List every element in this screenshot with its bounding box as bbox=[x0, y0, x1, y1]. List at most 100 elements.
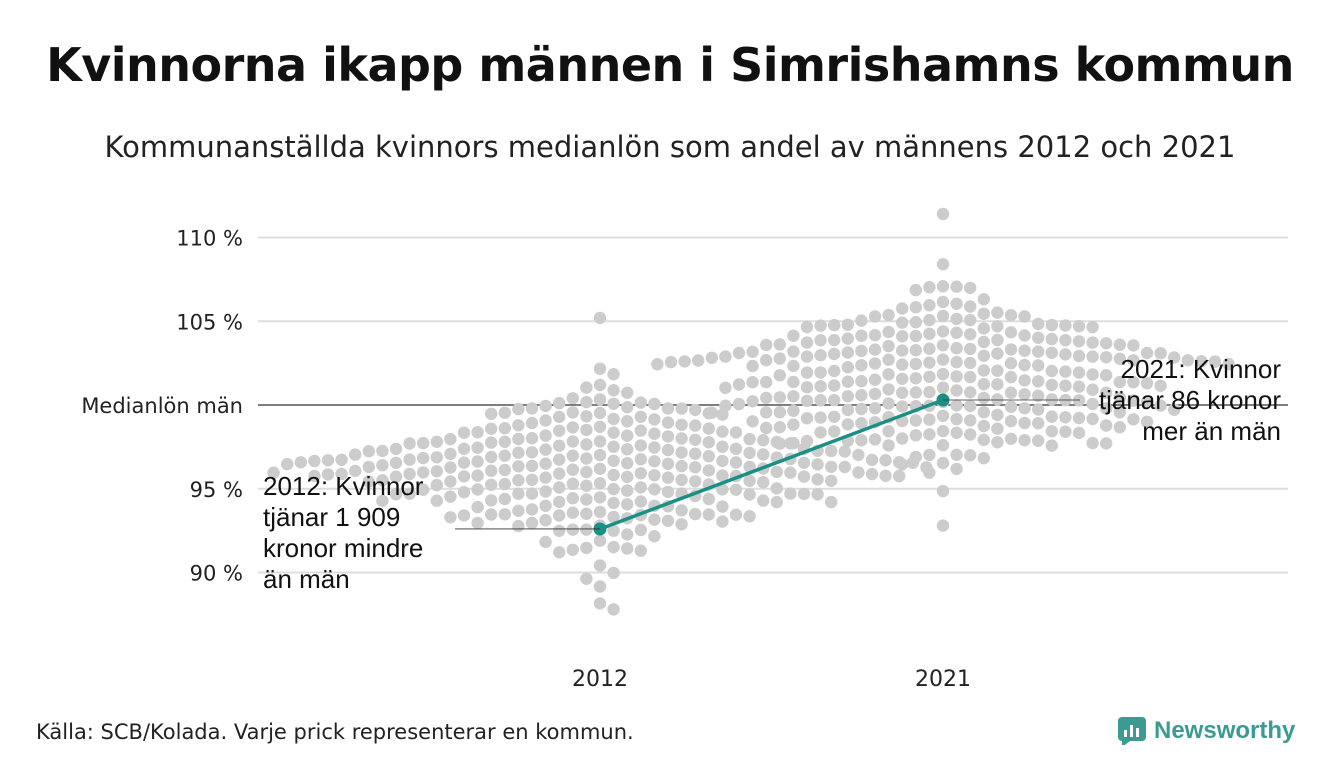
municipality-dot bbox=[1127, 394, 1140, 407]
municipality-dot bbox=[675, 402, 688, 415]
municipality-dot bbox=[882, 383, 895, 396]
municipality-dot bbox=[923, 356, 936, 369]
municipality-dot bbox=[498, 435, 511, 448]
municipality-dot bbox=[525, 432, 539, 445]
municipality-dot bbox=[909, 429, 922, 442]
municipality-dot bbox=[566, 523, 579, 536]
municipality-dot bbox=[991, 436, 1004, 449]
municipality-dot bbox=[593, 420, 607, 433]
municipality-dot bbox=[539, 414, 552, 427]
municipality-dot bbox=[825, 495, 838, 509]
municipality-dot bbox=[800, 366, 814, 379]
municipality-dot bbox=[746, 415, 759, 428]
municipality-dot bbox=[950, 384, 963, 397]
municipality-dot bbox=[593, 559, 607, 572]
annotation-text-2012: än män bbox=[263, 564, 350, 594]
municipality-dot bbox=[566, 477, 579, 490]
municipality-dot bbox=[787, 418, 800, 431]
municipality-dot bbox=[621, 457, 634, 470]
municipality-dot bbox=[1127, 413, 1140, 426]
municipality-dot bbox=[760, 338, 773, 352]
municipality-dot bbox=[729, 508, 743, 521]
municipality-dot bbox=[1072, 380, 1086, 393]
municipality-dot bbox=[1032, 375, 1045, 388]
municipality-dot bbox=[1113, 375, 1127, 389]
municipality-dot bbox=[1032, 359, 1045, 372]
municipality-dot bbox=[732, 378, 746, 391]
municipality-dot bbox=[607, 496, 620, 510]
municipality-dot bbox=[760, 391, 773, 405]
municipality-dot bbox=[430, 478, 443, 492]
municipality-dot bbox=[746, 359, 759, 373]
municipality-dot bbox=[743, 510, 756, 523]
municipality-dot bbox=[471, 483, 484, 496]
municipality-dot bbox=[607, 454, 620, 467]
municipality-dot bbox=[580, 395, 593, 409]
municipality-dot bbox=[1059, 348, 1072, 361]
municipality-dot bbox=[335, 467, 348, 481]
municipality-dot bbox=[797, 487, 811, 501]
municipality-dot bbox=[868, 402, 882, 415]
municipality-dot bbox=[1113, 352, 1127, 365]
municipality-dot bbox=[838, 445, 851, 458]
municipality-dot bbox=[1059, 365, 1072, 378]
municipality-dot bbox=[977, 335, 990, 349]
municipality-dot bbox=[977, 406, 990, 419]
municipality-dot bbox=[797, 470, 811, 483]
municipality-dot bbox=[675, 459, 688, 473]
annotation-text-2012: kronor mindre bbox=[263, 533, 423, 563]
municipality-dot bbox=[267, 466, 280, 479]
municipality-dot bbox=[1032, 317, 1045, 331]
municipality-dot bbox=[1100, 437, 1113, 450]
municipality-dot bbox=[964, 370, 977, 384]
municipality-dot bbox=[950, 312, 963, 326]
municipality-dot bbox=[444, 475, 457, 488]
municipality-dot bbox=[607, 468, 620, 482]
municipality-dot bbox=[634, 410, 647, 423]
municipality-dot bbox=[485, 494, 498, 507]
municipality-dot bbox=[1100, 369, 1113, 382]
municipality-dot bbox=[923, 370, 936, 383]
municipality-dot bbox=[580, 493, 593, 506]
municipality-dot bbox=[936, 381, 950, 394]
municipality-dot bbox=[607, 603, 620, 616]
municipality-dot bbox=[841, 361, 854, 374]
municipality-dot bbox=[553, 396, 566, 410]
municipality-dot bbox=[539, 499, 552, 512]
municipality-dot bbox=[800, 336, 814, 349]
municipality-dot bbox=[689, 419, 702, 432]
municipality-dot bbox=[539, 399, 552, 413]
municipality-dot bbox=[485, 436, 498, 449]
municipality-dot bbox=[621, 401, 634, 414]
municipality-dot bbox=[621, 470, 634, 484]
municipality-dot bbox=[923, 281, 936, 294]
municipality-dot bbox=[580, 523, 593, 536]
municipality-dot bbox=[593, 406, 607, 420]
municipality-dot bbox=[1045, 410, 1059, 423]
municipality-dot bbox=[648, 483, 661, 496]
municipality-dot bbox=[1086, 383, 1099, 396]
municipality-dot bbox=[936, 367, 950, 381]
municipality-dot bbox=[1086, 350, 1099, 363]
municipality-dot bbox=[757, 494, 770, 507]
municipality-dot bbox=[634, 424, 647, 437]
municipality-dot bbox=[787, 359, 800, 373]
municipality-dot bbox=[1032, 417, 1045, 430]
source-note: Källa: SCB/Kolada. Varje prick represent… bbox=[36, 720, 634, 744]
municipality-dot bbox=[498, 422, 511, 435]
municipality-dot bbox=[868, 343, 882, 356]
municipality-dot bbox=[773, 338, 786, 351]
municipality-dot bbox=[814, 411, 827, 424]
municipality-dot bbox=[417, 451, 430, 465]
municipality-dot bbox=[950, 426, 963, 439]
municipality-dot bbox=[621, 542, 634, 555]
municipality-dot bbox=[855, 417, 868, 430]
municipality-dot bbox=[553, 495, 566, 509]
municipality-dot bbox=[498, 449, 511, 462]
municipality-dot bbox=[621, 415, 634, 428]
municipality-dot bbox=[950, 280, 963, 293]
municipality-dot bbox=[800, 412, 814, 425]
municipality-dot bbox=[716, 440, 729, 453]
municipality-dot bbox=[893, 469, 906, 483]
